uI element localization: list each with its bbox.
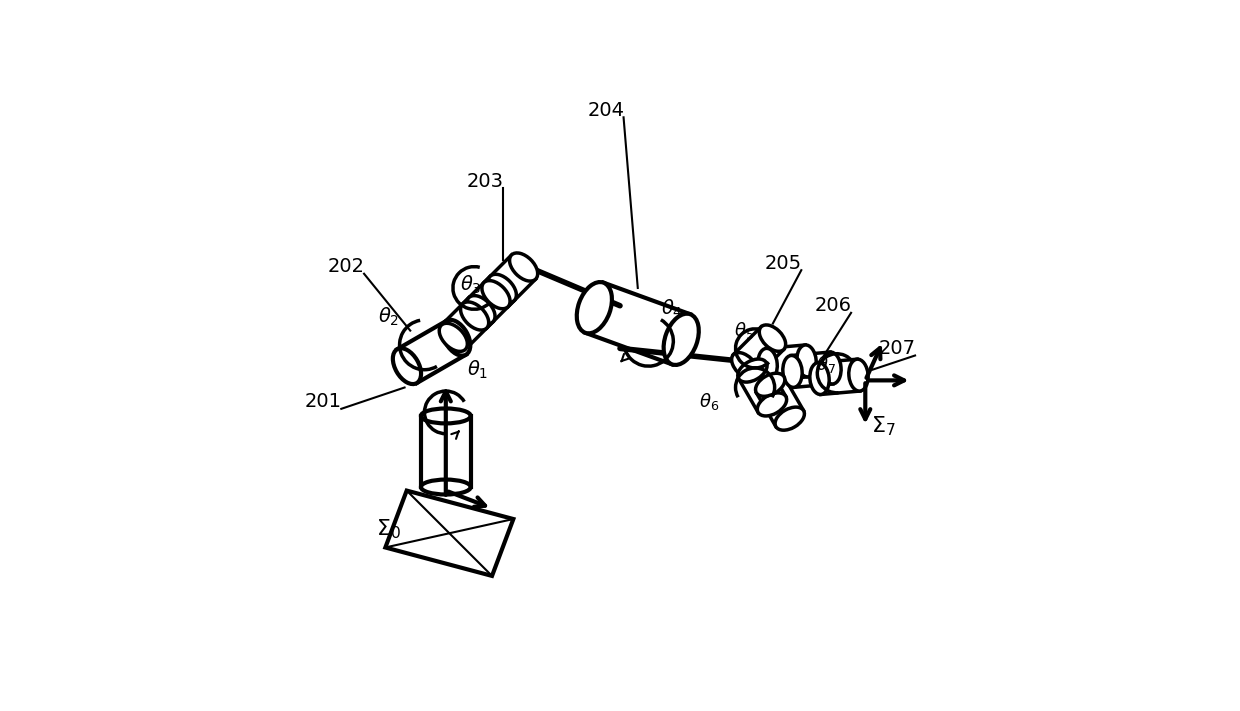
Ellipse shape [822, 352, 841, 384]
Text: 203: 203 [466, 172, 503, 191]
Text: 204: 204 [588, 101, 624, 119]
Ellipse shape [663, 314, 699, 365]
Ellipse shape [758, 393, 786, 416]
Text: $\Sigma_0$: $\Sigma_0$ [377, 518, 402, 542]
Text: $\theta_1$: $\theta_1$ [467, 358, 489, 381]
Ellipse shape [758, 348, 777, 380]
Ellipse shape [460, 302, 489, 330]
Ellipse shape [420, 408, 471, 424]
Ellipse shape [489, 274, 516, 302]
Text: 202: 202 [327, 257, 365, 276]
Ellipse shape [393, 348, 422, 384]
Text: $\theta_3$: $\theta_3$ [460, 273, 481, 296]
Ellipse shape [732, 353, 758, 379]
Text: 206: 206 [815, 296, 852, 315]
Text: 201: 201 [305, 392, 342, 411]
Ellipse shape [810, 363, 830, 395]
Ellipse shape [467, 296, 495, 324]
Ellipse shape [759, 325, 786, 351]
Ellipse shape [755, 373, 785, 396]
Text: $\theta_7$: $\theta_7$ [816, 353, 836, 375]
Text: $\theta_5$: $\theta_5$ [734, 320, 754, 341]
Text: $\theta_6$: $\theta_6$ [699, 391, 719, 412]
Ellipse shape [439, 324, 467, 351]
Ellipse shape [782, 356, 802, 387]
Text: $\Sigma_7$: $\Sigma_7$ [870, 415, 895, 439]
Ellipse shape [577, 282, 611, 333]
Text: $\theta_2$: $\theta_2$ [378, 305, 399, 328]
Ellipse shape [482, 281, 510, 309]
Text: 205: 205 [765, 254, 802, 272]
Ellipse shape [849, 359, 868, 391]
Ellipse shape [738, 359, 768, 382]
Ellipse shape [443, 320, 470, 356]
Text: $\theta_4$: $\theta_4$ [661, 298, 683, 321]
Ellipse shape [775, 407, 805, 430]
Text: 207: 207 [879, 339, 916, 358]
Ellipse shape [510, 253, 538, 281]
Ellipse shape [420, 479, 471, 495]
Ellipse shape [797, 345, 816, 377]
